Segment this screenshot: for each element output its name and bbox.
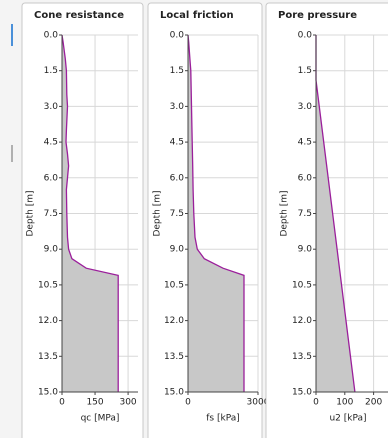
y-axis-label: Depth [m]: [280, 190, 290, 236]
y-tick-label: 1.5: [298, 66, 312, 76]
y-tick-label: 15.0: [164, 388, 184, 398]
x-tick-label: 3000: [247, 398, 270, 408]
chart: Local friction 0.0 1.5 3.0 4.5 6.0 7.5 9.0 10.5 1…: [147, 2, 270, 438]
y-tick-label: 12.0: [164, 316, 184, 326]
y-tick-label: 4.5: [298, 138, 312, 148]
y-tick-label: 6.0: [170, 173, 185, 183]
x-tick-label: 300: [119, 398, 136, 408]
y-tick-label: 12.0: [292, 316, 312, 326]
x-tick-label: 150: [86, 398, 103, 408]
y-tick-label: 3.0: [170, 102, 185, 112]
panels: Cone resistance 0.0 1.5 3.0 4.5 6.0 7.5 9.0 10.5…: [21, 2, 388, 438]
y-tick-label: 0.0: [298, 31, 313, 41]
y-tick-label: 0.0: [44, 31, 59, 41]
chart-title: Pore pressure: [278, 10, 357, 21]
y-tick-label: 4.5: [44, 138, 58, 148]
chart: Cone resistance 0.0 1.5 3.0 4.5 6.0 7.5 9.0 10.5…: [21, 2, 144, 438]
y-tick-label: 13.5: [292, 352, 312, 362]
x-tick-label: 200: [365, 398, 382, 408]
y-tick-label: 6.0: [44, 173, 59, 183]
y-tick-label: 10.5: [292, 280, 312, 290]
y-tick-label: 3.0: [298, 102, 313, 112]
x-tick-label: 100: [336, 398, 353, 408]
area-fill: [188, 35, 244, 392]
chart-title: Local friction: [160, 10, 234, 21]
y-tick-label: 9.0: [170, 245, 185, 255]
y-tick-label: 7.5: [44, 209, 58, 219]
y-tick-label: 15.0: [38, 388, 58, 398]
chart: Pore pressure 0.0 1.5 3.0 4.5 6.0 7.5 9.0 10.5 12…: [265, 2, 388, 438]
y-tick-label: 7.5: [170, 209, 184, 219]
y-tick-label: 1.5: [170, 66, 184, 76]
area-fill: [62, 35, 119, 392]
y-tick-label: 9.0: [298, 245, 313, 255]
y-axis-label: Depth [m]: [26, 190, 36, 236]
y-tick-label: 9.0: [44, 245, 59, 255]
x-tick-label: 0: [185, 398, 191, 408]
y-tick-label: 10.5: [164, 280, 184, 290]
area-fill: [316, 35, 355, 392]
x-tick-label: 0: [313, 398, 319, 408]
area-line: [187, 34, 245, 392]
chart-title: Cone resistance: [34, 10, 124, 21]
y-tick-label: 7.5: [298, 209, 312, 219]
y-tick-label: 15.0: [292, 388, 312, 398]
y-axis-label: Depth [m]: [153, 190, 163, 236]
y-tick-label: 4.5: [170, 138, 184, 148]
y-tick-label: 6.0: [298, 173, 313, 183]
y-tick-label: 10.5: [38, 280, 58, 290]
y-tick-label: 13.5: [38, 352, 58, 362]
x-axis-label: fs [kPa]: [206, 414, 240, 424]
x-axis-label: u2 [kPa]: [329, 414, 366, 424]
y-tick-label: 12.0: [38, 316, 58, 326]
x-tick-label: 0: [59, 398, 65, 408]
y-tick-label: 3.0: [44, 102, 59, 112]
area-line: [61, 34, 119, 392]
x-axis-label: qc [MPa]: [81, 414, 120, 424]
y-tick-label: 13.5: [164, 352, 184, 362]
y-tick-label: 1.5: [44, 66, 58, 76]
y-tick-label: 0.0: [170, 31, 185, 41]
